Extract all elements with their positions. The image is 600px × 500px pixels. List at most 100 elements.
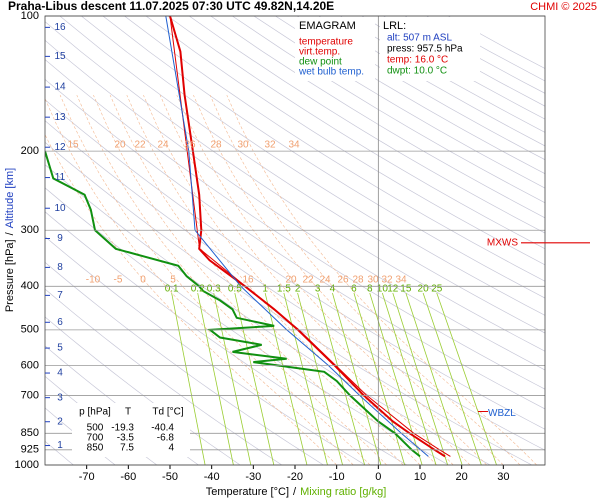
moist-adiabat [45, 97, 354, 465]
table-cell: -19.3 [111, 423, 134, 434]
altitude-label: 14 [54, 82, 66, 93]
x-tick-label: 30 [497, 471, 509, 483]
dry-adiabat [45, 99, 545, 430]
adiabat-label: 28 [352, 275, 364, 286]
table-cell: 850 [87, 443, 104, 454]
mixing-ratio-line [436, 292, 497, 465]
table-header: T [125, 407, 131, 418]
lrl-line: alt: 507 m ASL [387, 33, 452, 44]
table-header: Td [°C] [152, 407, 183, 418]
mixing-ratio-line [353, 292, 406, 465]
dry-adiabat [188, 16, 545, 234]
copyright: CHMI © 2025 [530, 1, 597, 13]
chart-title: Praha-Libus descent 11.07.2025 07:30 UTC… [8, 0, 334, 13]
moist-adiabat [76, 94, 387, 465]
dry-adiabat [167, 16, 545, 250]
table-cell: 4 [168, 443, 174, 454]
altitude-label: 11 [55, 172, 66, 183]
lrl-line: temp: 16.0 °C [387, 55, 448, 66]
legend-entry: dew point [299, 57, 342, 68]
mixing-ratio-line [392, 292, 449, 465]
altitude-label: 12 [54, 142, 66, 153]
mixing-ratio-line [234, 292, 275, 465]
lrl-title: LRL: [383, 20, 406, 32]
mixing-ratio-label: 0.2 [191, 284, 205, 295]
y-tick-label: 500 [21, 324, 39, 336]
mixing-ratio-label: 15 [400, 284, 412, 295]
dry-adiabat [45, 21, 545, 352]
mxws-label: MXWS [487, 237, 518, 248]
adiabat-label: 34 [395, 275, 407, 286]
adiabat-label: 26 [337, 275, 349, 286]
mixing-ratio-line [283, 292, 328, 465]
adiabat-label: 32 [264, 140, 276, 151]
mixing-ratio-label: 4 [330, 284, 336, 295]
x-tick-label: -20 [287, 471, 303, 483]
y-tick-label: 850 [21, 427, 39, 439]
legend-entry: wet bulb temp. [298, 67, 364, 78]
y-tick-label: 100 [21, 10, 39, 22]
dry-adiabat [102, 16, 545, 299]
y-tick-label: 700 [21, 389, 39, 401]
mixing-ratio-line [381, 292, 437, 465]
x-tick-label: 0 [375, 471, 381, 483]
adiabat-label: 28 [210, 140, 222, 151]
altitude-label: 7 [57, 290, 63, 301]
wbzl-label: WBZL [488, 408, 516, 419]
adiabat-label: 5 [170, 275, 176, 286]
dry-adiabat [59, 16, 545, 334]
x-tick-label: -30 [245, 471, 261, 483]
x-axis-label-part: / [293, 486, 297, 498]
altitude-label: 16 [54, 22, 66, 33]
legend-entry: virt.temp. [299, 47, 340, 58]
moist-adiabat [126, 94, 437, 465]
table-cell: -40.4 [151, 423, 174, 434]
mixing-ratio-label: 6 [351, 284, 357, 295]
mixing-ratio-label: 25 [431, 284, 443, 295]
adiabat-label: 24 [157, 140, 169, 151]
profile-line [169, 16, 451, 457]
adiabat-label: -5 [114, 275, 123, 286]
moist-adiabat [226, 94, 537, 465]
table-cell: 500 [87, 423, 104, 434]
adiabat-label: 0 [140, 275, 146, 286]
legend-entry: temperature [299, 37, 353, 48]
adiabat-label: 30 [237, 140, 249, 151]
table-box [72, 403, 190, 457]
adiabat-label: 32 [381, 275, 393, 286]
legend-box [295, 17, 375, 81]
dry-adiabat [45, 39, 545, 371]
x-tick-label: -50 [162, 471, 178, 483]
profile-line [45, 150, 421, 458]
adiabat-label: 22 [302, 275, 314, 286]
x-tick-label: 10 [414, 471, 426, 483]
mixing-ratio-label: 12 [387, 284, 399, 295]
moist-adiabat [176, 94, 487, 465]
altitude-label: 15 [54, 51, 66, 62]
y-axis-label-part: Pressure [hPa] [4, 239, 16, 312]
altitude-label: 5 [57, 343, 63, 354]
altitude-label: 8 [57, 262, 63, 273]
adiabat-label: 20 [285, 275, 297, 286]
plot-frame [44, 15, 546, 466]
x-axis-label-part: Temperature [°C] [206, 486, 289, 498]
y-tick-label: 300 [21, 224, 39, 236]
adiabat-label: 26 [184, 140, 196, 151]
mixing-ratio-label: 20 [418, 284, 430, 295]
table-cell: 700 [87, 433, 104, 444]
adiabat-label: 16 [242, 275, 254, 286]
adiabat-label: 34 [288, 140, 300, 151]
mixing-ratio-label: 8 [367, 284, 373, 295]
dry-adiabat [145, 16, 545, 266]
lrl-box [380, 17, 480, 81]
y-tick-label: 600 [21, 359, 39, 371]
y-axis-label-part: Altitude [km] [4, 168, 16, 229]
mixing-ratio-line [332, 292, 382, 465]
mixing-ratio-line [264, 292, 308, 465]
x-tick-label: -70 [79, 471, 95, 483]
adiabat-label: 22 [134, 140, 146, 151]
table-header: p [hPa] [79, 407, 111, 418]
altitude-label: 6 [57, 317, 63, 328]
